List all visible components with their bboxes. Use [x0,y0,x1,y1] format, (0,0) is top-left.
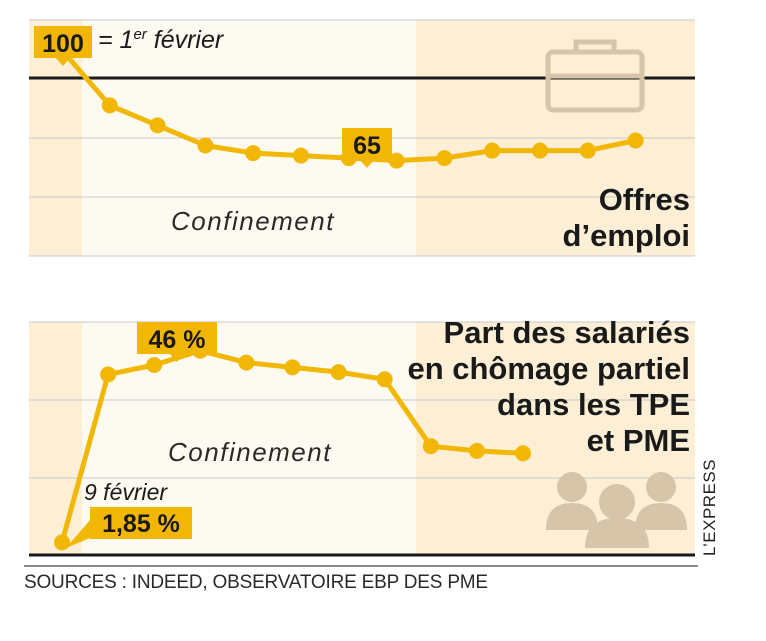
start-note-end: février [147,26,225,54]
start-percent-badge [90,507,192,539]
min-value-badge [342,128,392,160]
data-point [293,147,309,164]
start-value-pointer [55,57,71,66]
min-value-label: 65 [353,132,381,160]
data-point [54,534,70,551]
data-point [284,359,301,376]
panel2-start-callout: 9 février 1,85 % [66,479,192,548]
panel2-title-line: Part des salariés [444,315,690,350]
data-point [376,371,393,388]
panel2-title-line: dans les TPE [497,387,690,422]
briefcase-icon [545,39,645,113]
publisher-credit: L’EXPRESS [700,458,719,556]
data-point [436,150,453,167]
panel2-title-line: en chômage partiel [407,351,690,386]
data-point [484,142,501,159]
panel1-title-line: Offres [599,182,690,217]
sources-note: SOURCES : INDEED, OBSERVATOIRE EBP DES P… [24,572,488,593]
panel2-shade-left [29,322,82,556]
panel1-title-line: d’emploi [563,218,690,253]
data-point [515,445,531,462]
start-percent-pointer [66,520,90,548]
data-point [101,97,118,114]
start-percent-label: 1,85 % [102,510,180,538]
data-point [146,357,163,373]
data-point [245,145,262,162]
start-note-text: = 1 [98,26,133,54]
data-point [197,137,214,154]
chart-panel-partial-unemployment: Confinement Part des salariés en chômage… [29,315,695,557]
start-value-label: 100 [42,30,84,58]
peak-value-label: 46 % [149,326,206,354]
panel1-start-callout: 100 = 1er février [34,26,225,66]
panel2-title: Part des salariés en chômage partiel dan… [407,315,690,458]
data-point [330,364,347,381]
data-point [468,442,485,459]
data-point [532,142,548,159]
data-point [627,132,644,149]
peak-value-pointer [169,353,185,362]
panel1-min-callout: 65 [342,128,392,168]
panel2-confinement-label: Confinement [168,437,332,467]
peak-value-badge [137,322,217,354]
min-value-pointer [359,159,375,168]
panel1-title: Offres d’emploi [563,182,690,253]
data-point [388,152,405,169]
panel2-title-line: et PME [587,423,690,458]
data-point [100,366,117,383]
panel2-points [54,342,531,551]
data-point [579,142,596,159]
data-point [149,117,166,134]
start-note-sup: er [133,26,147,43]
people-icon [546,472,687,548]
data-point [422,438,439,455]
panel2-peak-callout: 46 % [137,322,217,362]
chart-panel-job-offers: Confinement Offres d’emploi 100 = 1er fé… [29,19,695,257]
start-date-note: = 1er février [98,26,225,54]
panel1-confinement-label: Confinement [171,206,335,236]
start-date-label: 9 février [84,479,168,505]
start-value-badge [34,26,92,58]
data-point [238,354,255,371]
